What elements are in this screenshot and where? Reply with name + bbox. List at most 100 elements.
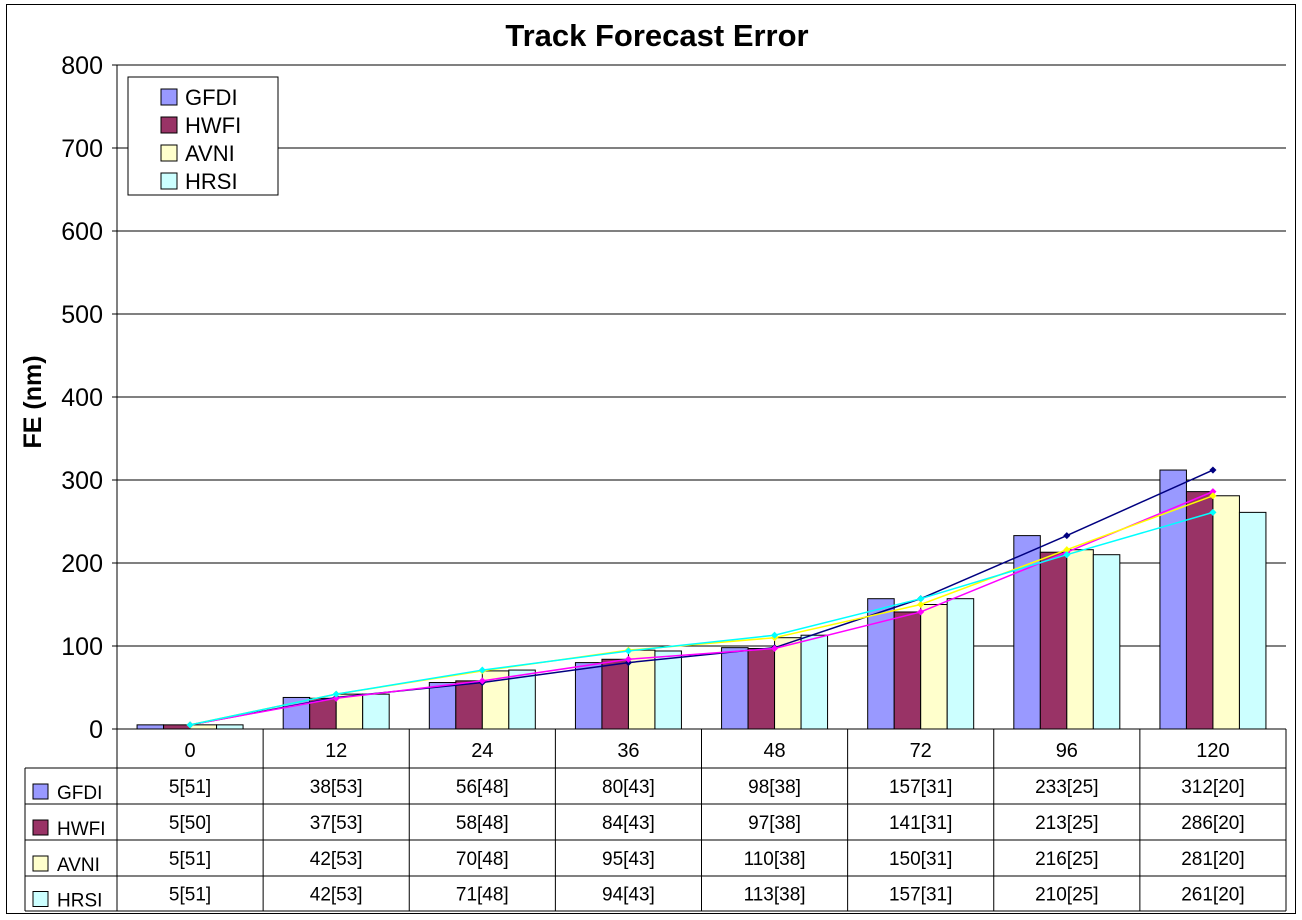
bar-gfdi xyxy=(867,598,895,730)
legend-swatch-hwfi xyxy=(160,116,178,134)
data-table: 0 12 24 36 48 72 96 120 GFDI 5[51] 38[53] 56[48] 80[… xyxy=(24,728,1287,912)
bar-hwfi xyxy=(309,697,337,730)
table-cell: 58[48] xyxy=(456,813,509,834)
table-cell: 141[31] xyxy=(889,813,952,834)
trend-point-hwfi xyxy=(624,655,632,663)
table-cell: 157[31] xyxy=(889,777,952,798)
x-tick-label: 0 xyxy=(185,740,196,762)
legend-swatch-hrsi xyxy=(160,172,178,190)
legend-label-gfdi: GFDI xyxy=(185,85,238,110)
table-legend-key xyxy=(32,783,49,800)
bar-hwfi xyxy=(1185,491,1214,730)
trend-point-hrsi xyxy=(478,666,486,674)
y-axis-ticks: 0 100 200 300 400 500 600 700 800 xyxy=(61,52,103,744)
trend-line-hrsi xyxy=(189,511,1214,726)
table-cell: 216[25] xyxy=(1035,849,1098,870)
bar-hwfi xyxy=(601,658,629,730)
bar-avni xyxy=(189,724,218,730)
table-cell: 5[50] xyxy=(169,813,211,834)
x-tick-label: 120 xyxy=(1196,740,1229,762)
bar-hrsi xyxy=(800,634,829,730)
gridlines xyxy=(112,64,1286,730)
bar-avni xyxy=(335,693,364,730)
y-tick-label: 600 xyxy=(61,218,103,246)
y-tick-label: 700 xyxy=(61,135,103,163)
legend-label-avni: AVNI xyxy=(185,141,235,166)
table-cell: 71[48] xyxy=(456,885,509,906)
table-cell: 5[51] xyxy=(169,885,211,906)
trend-point-gfdi xyxy=(1209,466,1217,474)
bar-hwfi xyxy=(1039,551,1068,730)
x-tick-label: 24 xyxy=(471,740,493,762)
table-cell: 213[25] xyxy=(1035,813,1098,834)
table-series-name: GFDI xyxy=(57,783,102,804)
table-cell: 56[48] xyxy=(456,777,509,798)
y-tick-label: 200 xyxy=(61,550,103,578)
trend-point-hrsi xyxy=(917,595,925,603)
trend-point-hrsi xyxy=(771,631,779,639)
trend-point-avni xyxy=(917,600,925,609)
table-series-name: AVNI xyxy=(57,855,100,876)
bar-avni xyxy=(1212,495,1240,730)
table-cell: 94[43] xyxy=(602,885,655,906)
trend-point-hrsi xyxy=(186,721,194,729)
trend-point-hwfi xyxy=(917,608,925,616)
bar-hrsi xyxy=(654,650,682,730)
table-cell: 210[25] xyxy=(1035,885,1098,906)
table-cell: 150[31] xyxy=(889,849,952,870)
table-cell: 97[38] xyxy=(748,813,801,834)
bar-avni xyxy=(774,637,802,730)
table-cell: 38[53] xyxy=(310,777,363,798)
trend-point-hrsi xyxy=(332,690,340,698)
bar-hrsi xyxy=(1092,554,1121,730)
table-cell: 84[43] xyxy=(602,813,655,834)
y-tick-label: 500 xyxy=(61,301,103,329)
legend-swatch-gfdi xyxy=(160,88,178,106)
table-cell: 281[20] xyxy=(1181,849,1244,870)
bar-hrsi xyxy=(508,669,536,730)
table-cell: 5[51] xyxy=(169,777,211,798)
bar-hrsi xyxy=(946,598,975,730)
table-cell: 312[20] xyxy=(1181,777,1244,798)
bar-hrsi xyxy=(216,724,244,730)
bar-avni xyxy=(1066,549,1094,730)
legend-box xyxy=(127,76,279,196)
bar-hwfi xyxy=(747,647,776,730)
y-tick-label: 300 xyxy=(61,467,103,495)
table-cell: 37[53] xyxy=(310,813,363,834)
bar-hwfi xyxy=(455,680,483,730)
bar-gfdi xyxy=(136,724,165,730)
y-tick-label: 400 xyxy=(61,384,103,412)
bar-gfdi xyxy=(428,682,457,730)
trend-point-hwfi xyxy=(771,644,779,653)
bar-hwfi xyxy=(893,611,922,730)
bar-hrsi xyxy=(1238,511,1267,730)
legend-label-hrsi: HRSI xyxy=(185,169,238,194)
table-cell: 286[20] xyxy=(1181,813,1244,834)
table-cell: 42[53] xyxy=(310,885,363,906)
table-cell: 110[38] xyxy=(744,849,806,870)
table-cell: 80[43] xyxy=(602,777,655,798)
table-cell: 95[43] xyxy=(602,849,655,870)
trend-lines xyxy=(186,466,1217,729)
chart-frame: Track Forecast Error 0 100 200 300 400 500 600… xyxy=(6,4,1296,914)
table-cell: 70[48] xyxy=(456,849,509,870)
table-cell: 42[53] xyxy=(310,849,363,870)
y-tick-label: 0 xyxy=(89,716,103,744)
legend: GFDI HWFI AVNI HRSI xyxy=(127,76,279,196)
table-legend-key xyxy=(32,891,49,907)
table-cell: 261[20] xyxy=(1181,885,1244,906)
y-tick-label: 100 xyxy=(61,633,103,661)
trend-point-hwfi xyxy=(332,694,340,702)
table-cell: 233[25] xyxy=(1035,777,1098,798)
chart-svg: Track Forecast Error 0 100 200 300 400 500 600… xyxy=(19,18,1287,912)
y-tick-label: 800 xyxy=(61,52,103,80)
table-legend-key xyxy=(32,819,49,836)
table-cell: 157[31] xyxy=(889,885,952,906)
bar-avni xyxy=(920,604,948,730)
x-tick-label: 48 xyxy=(763,740,785,762)
bar-hwfi xyxy=(163,724,191,730)
y-axis-label: FE (nm) xyxy=(19,355,47,448)
table-cell: 5[51] xyxy=(169,849,211,870)
x-tick-label: 72 xyxy=(910,740,932,762)
